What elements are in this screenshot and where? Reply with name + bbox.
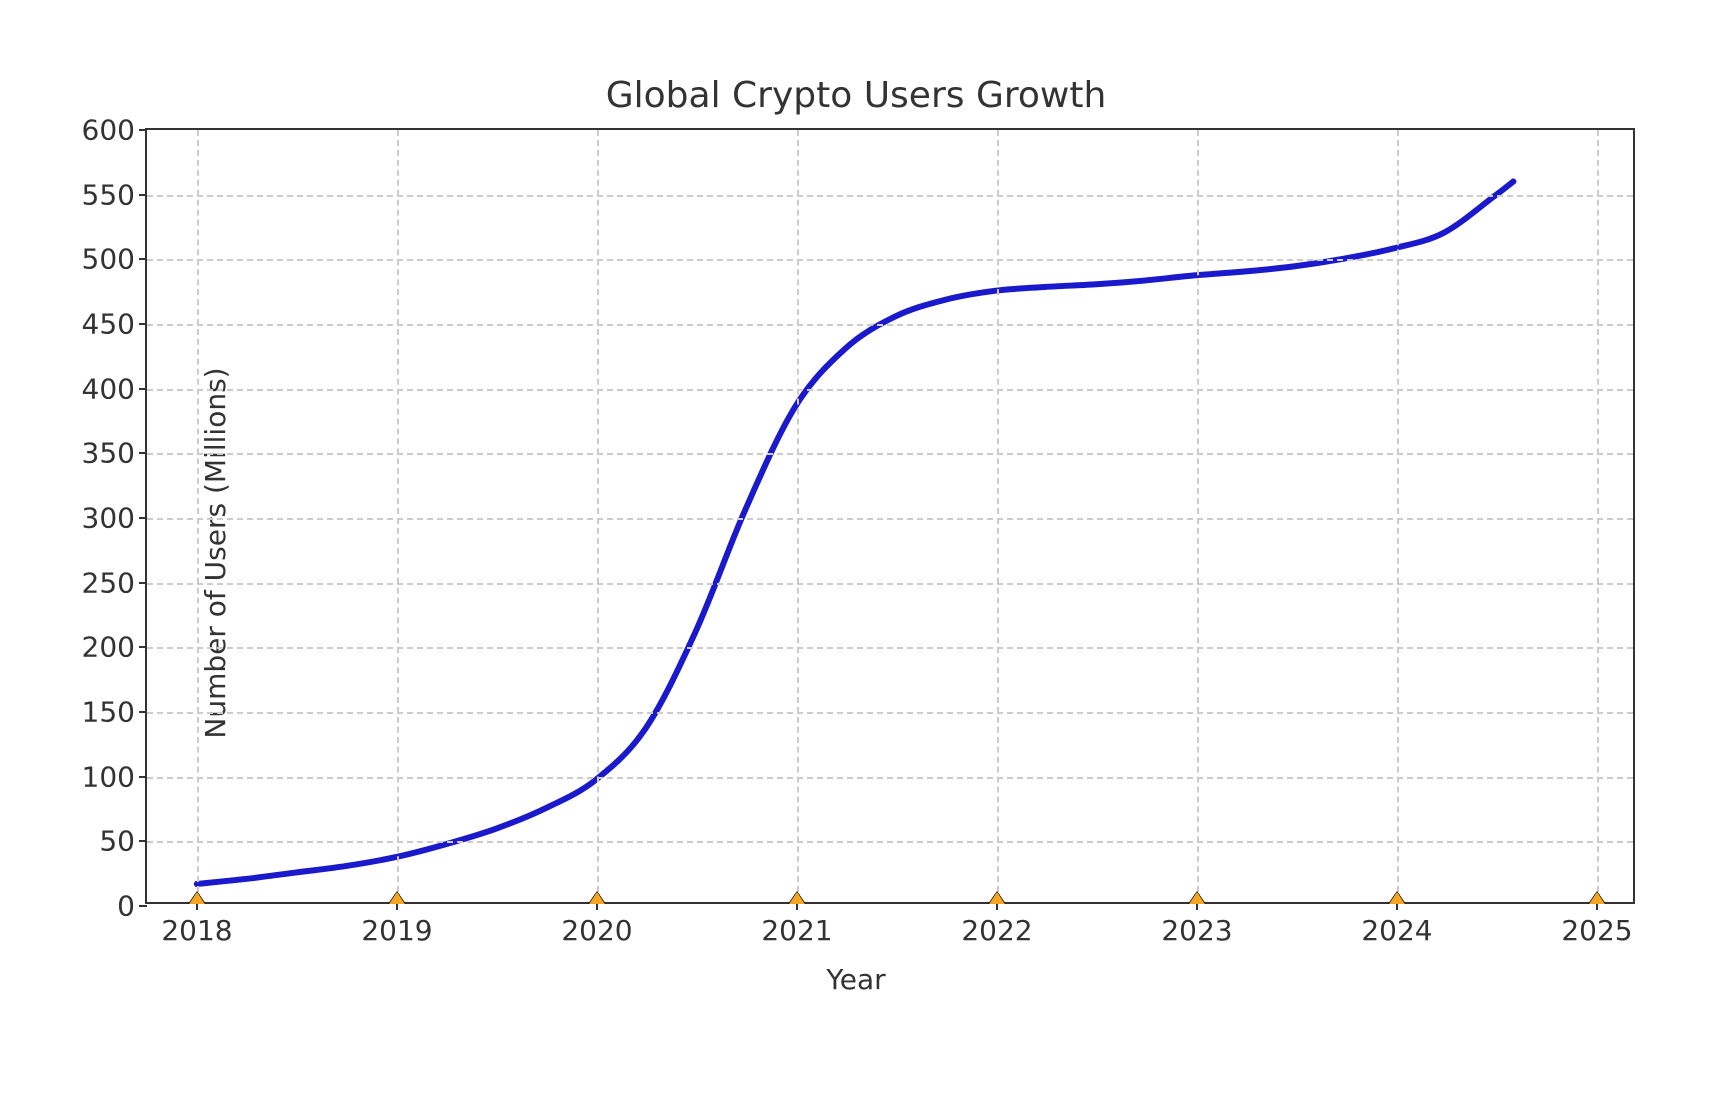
x-axis-label: Year (0, 963, 1712, 996)
plot-area: 0501001502002503003504004505005506002018… (145, 128, 1635, 904)
grid-line-horizontal (147, 583, 1633, 585)
y-tick-mark (139, 452, 147, 454)
chart-title: Global Crypto Users Growth (0, 75, 1712, 116)
grid-line-vertical (1197, 130, 1199, 902)
grid-line-vertical (397, 130, 399, 902)
grid-line-horizontal (147, 777, 1633, 779)
y-tick-label: 250 (82, 566, 135, 599)
triangle-marker-icon (789, 892, 805, 904)
y-tick-mark (139, 323, 147, 325)
y-tick-mark (139, 517, 147, 519)
y-tick-label: 300 (82, 502, 135, 535)
x-tick-label: 2025 (1561, 914, 1632, 947)
y-tick-mark (139, 840, 147, 842)
grid-line-horizontal (147, 712, 1633, 714)
grid-line-horizontal (147, 324, 1633, 326)
grid-line-vertical (1597, 130, 1599, 902)
grid-line-horizontal (147, 841, 1633, 843)
y-tick-label: 600 (82, 114, 135, 147)
x-tick-label: 2023 (1161, 914, 1232, 947)
y-tick-mark (139, 646, 147, 648)
triangle-marker-icon (1189, 892, 1205, 904)
y-tick-label: 350 (82, 437, 135, 470)
y-tick-mark (139, 194, 147, 196)
grid-line-horizontal (147, 389, 1633, 391)
grid-line-vertical (997, 130, 999, 902)
x-tick-label: 2020 (561, 914, 632, 947)
x-tick-label: 2019 (361, 914, 432, 947)
grid-line-vertical (797, 130, 799, 902)
y-tick-label: 450 (82, 308, 135, 341)
grid-line-vertical (597, 130, 599, 902)
grid-line-vertical (197, 130, 199, 902)
grid-line-horizontal (147, 518, 1633, 520)
triangle-marker-icon (989, 892, 1005, 904)
x-tick-label: 2024 (1361, 914, 1432, 947)
chart-container: Global Crypto Users Growth Number of Use… (0, 0, 1712, 1106)
grid-line-horizontal (147, 195, 1633, 197)
triangle-marker-icon (1389, 892, 1405, 904)
triangle-marker-icon (189, 892, 205, 904)
y-tick-label: 0 (117, 890, 135, 923)
y-tick-mark (139, 388, 147, 390)
line-endpoint (1510, 178, 1516, 184)
x-tick-label: 2018 (161, 914, 232, 947)
triangle-marker-icon (1589, 892, 1605, 904)
x-tick-label: 2021 (761, 914, 832, 947)
line-chart-svg (147, 130, 1633, 902)
y-tick-label: 500 (82, 243, 135, 276)
y-tick-mark (139, 582, 147, 584)
triangle-marker-icon (389, 892, 405, 904)
y-tick-label: 50 (99, 825, 135, 858)
y-tick-mark (139, 905, 147, 907)
y-tick-label: 150 (82, 696, 135, 729)
grid-line-horizontal (147, 259, 1633, 261)
triangle-marker-icon (589, 892, 605, 904)
y-tick-label: 550 (82, 178, 135, 211)
y-tick-mark (139, 129, 147, 131)
y-tick-label: 400 (82, 372, 135, 405)
grid-line-horizontal (147, 453, 1633, 455)
y-tick-mark (139, 258, 147, 260)
x-tick-label: 2022 (961, 914, 1032, 947)
y-tick-mark (139, 711, 147, 713)
y-tick-label: 200 (82, 631, 135, 664)
grid-line-horizontal (147, 647, 1633, 649)
y-tick-mark (139, 776, 147, 778)
y-tick-label: 100 (82, 760, 135, 793)
grid-line-vertical (1397, 130, 1399, 902)
